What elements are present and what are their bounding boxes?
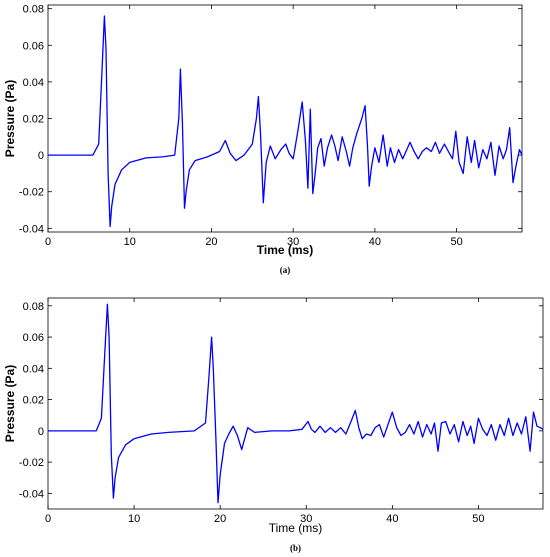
y-tick-label: 0.08 bbox=[23, 4, 44, 16]
y-tick-label: -0.04 bbox=[19, 223, 44, 235]
y-axis-label: Pressure (Pa) bbox=[3, 80, 17, 157]
series-line bbox=[48, 15, 523, 228]
y-tick-label: 0.06 bbox=[23, 332, 44, 344]
y-tick-label: -0.02 bbox=[19, 187, 44, 199]
x-tick-label: 40 bbox=[386, 513, 398, 525]
y-tick-label: 0.08 bbox=[23, 301, 44, 313]
x-tick-label: 30 bbox=[287, 236, 299, 248]
plot-frame bbox=[47, 297, 544, 510]
panel-caption: (a) bbox=[280, 265, 291, 275]
chart-panel-a: 0 10 20 30 40 50 -0.04 -0.02 0 0.02 0.04 0.06 0.08 Ti… bbox=[3, 4, 523, 275]
y-tick-label: 0.06 bbox=[23, 40, 44, 52]
y-axis-label: Pressure (Pa) bbox=[3, 365, 17, 442]
x-tick-label: 10 bbox=[128, 513, 140, 525]
chart-panel-b: 0 10 20 30 40 50 -0.04 -0.02 0 0.02 0.04 0.06 0.08 Ti… bbox=[3, 297, 544, 553]
x-tick-label: 30 bbox=[300, 513, 312, 525]
series-line bbox=[48, 303, 544, 504]
y-tick-label: -0.04 bbox=[19, 488, 44, 500]
y-tick-label: 0 bbox=[38, 150, 44, 162]
x-tick-label: 50 bbox=[450, 236, 462, 248]
y-tick-label: 0.04 bbox=[23, 77, 44, 89]
x-tick-label: 10 bbox=[124, 236, 136, 248]
x-tick-label: 20 bbox=[205, 236, 217, 248]
x-tick-label: 20 bbox=[214, 513, 226, 525]
y-tick-label: 0.04 bbox=[23, 363, 44, 375]
y-tick-label: -0.02 bbox=[19, 457, 44, 469]
y-tick-label: 0.02 bbox=[23, 395, 44, 407]
panel-caption: (b) bbox=[290, 543, 301, 553]
x-tick-label: 0 bbox=[45, 236, 51, 248]
x-axis-label: Time (ms) bbox=[269, 521, 323, 535]
x-tick-label: 40 bbox=[369, 236, 381, 248]
y-tick-label: 0.02 bbox=[23, 114, 44, 126]
x-tick-label: 50 bbox=[472, 513, 484, 525]
plot-frame bbox=[47, 4, 523, 233]
x-axis-label: Time (ms) bbox=[257, 243, 313, 257]
y-tick-label: 0 bbox=[38, 426, 44, 438]
x-tick-label: 0 bbox=[45, 513, 51, 525]
